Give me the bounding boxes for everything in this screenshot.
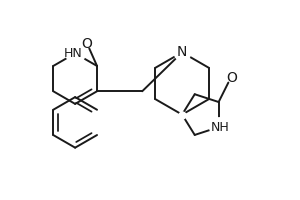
Text: O: O <box>81 37 92 51</box>
Text: N: N <box>177 45 187 59</box>
Text: O: O <box>226 71 237 85</box>
Text: NH: NH <box>211 121 230 134</box>
Text: HN: HN <box>64 47 82 60</box>
